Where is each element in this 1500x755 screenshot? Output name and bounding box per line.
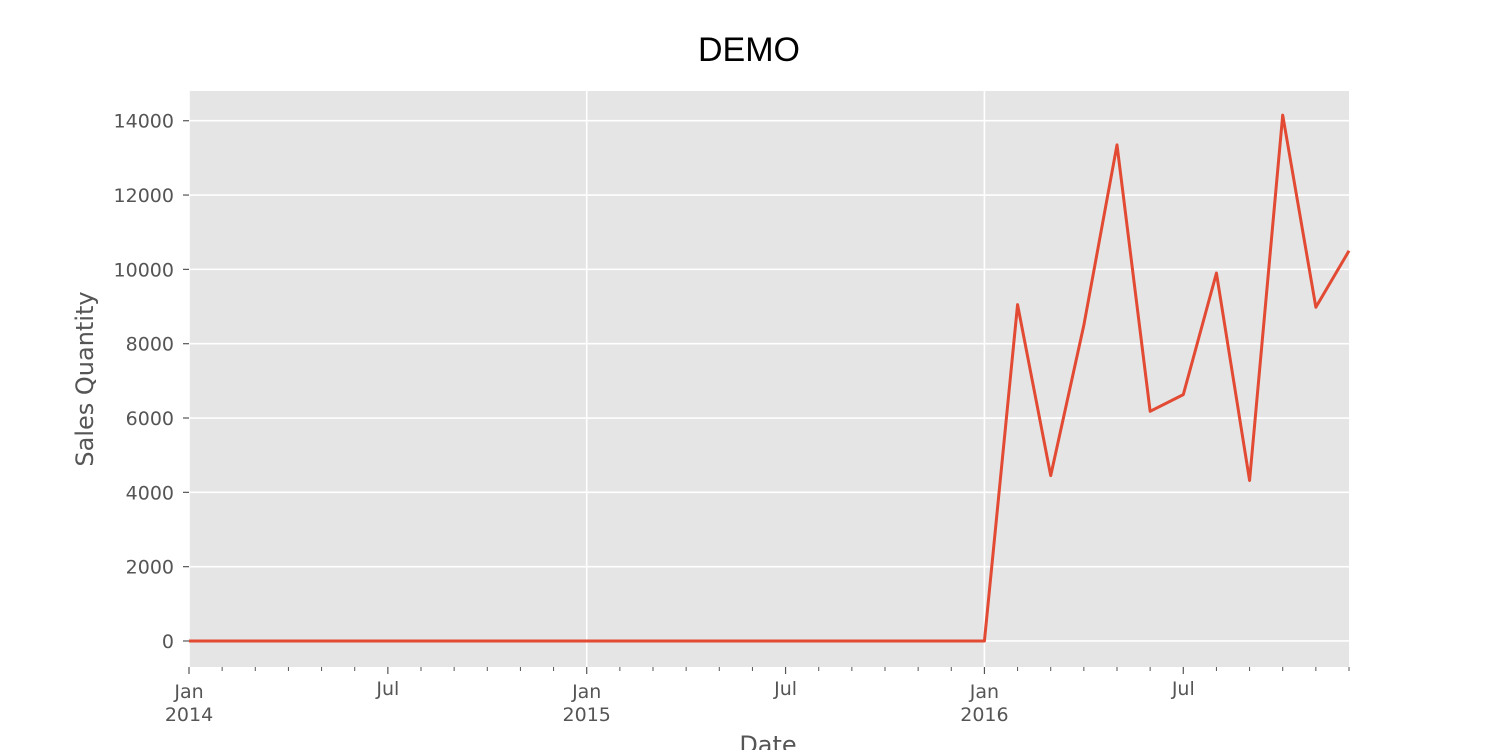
- x-tick-label: Jan: [173, 681, 203, 703]
- y-axis: 0 2000 4000 6000 8000 10000 12000 14000: [114, 111, 189, 653]
- x-axis-label: Date: [739, 731, 796, 750]
- x-tick-year-label: 2014: [165, 704, 213, 726]
- x-tick-label: Jul: [375, 678, 399, 700]
- chart-title: DEMO: [698, 31, 800, 69]
- y-tick-label: 14000: [114, 111, 174, 133]
- y-axis-label: Sales Quantity: [71, 291, 99, 466]
- x-tick-year-label: 2016: [960, 704, 1008, 726]
- x-tick-label: Jan: [571, 681, 601, 703]
- y-tick-label: 6000: [126, 408, 174, 430]
- y-tick-label: 4000: [126, 482, 174, 504]
- x-tick-label: Jan: [969, 681, 999, 703]
- x-tick-label: Jul: [1171, 678, 1195, 700]
- x-tick-label: Jul: [773, 678, 797, 700]
- y-tick-label: 10000: [114, 259, 174, 281]
- x-tick-year-label: 2015: [563, 704, 611, 726]
- y-tick-label: 8000: [126, 334, 174, 356]
- y-tick-label: 0: [162, 631, 174, 653]
- plot-area: [189, 91, 1349, 667]
- y-tick-label: 2000: [126, 557, 174, 579]
- y-tick-label: 12000: [114, 185, 174, 207]
